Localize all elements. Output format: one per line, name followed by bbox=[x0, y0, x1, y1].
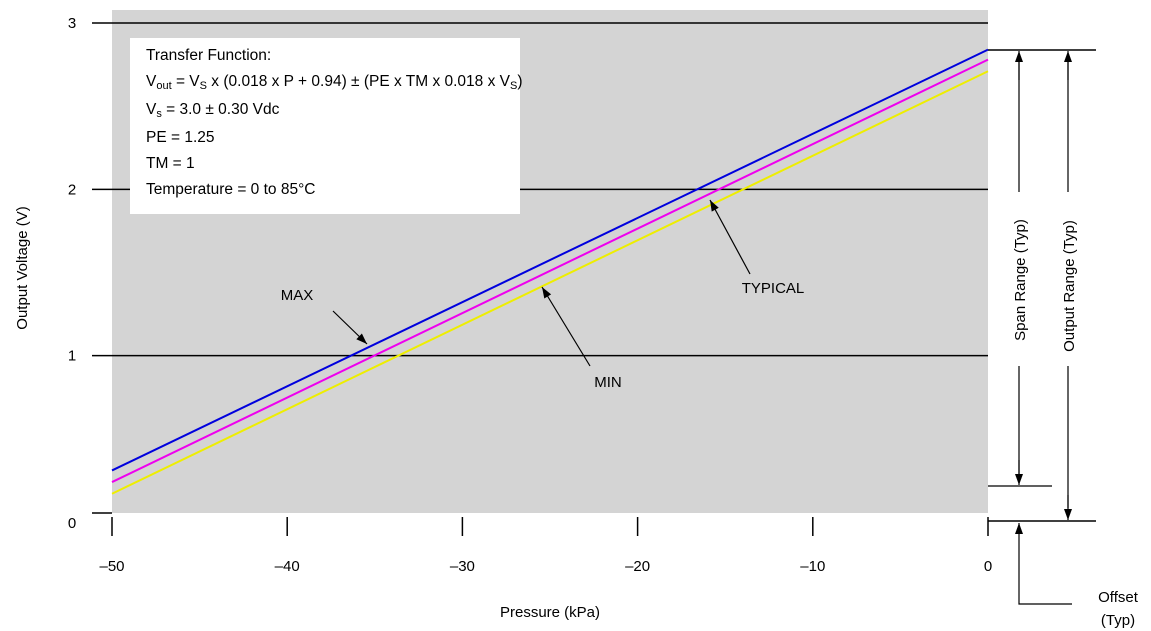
offset-label: Offset bbox=[1098, 589, 1139, 606]
y-tick-label: 0 bbox=[68, 515, 76, 532]
series-line-max bbox=[111, 48, 989, 472]
x-tick-label: –10 bbox=[800, 558, 825, 575]
span-range-top-arrow-head bbox=[1015, 51, 1023, 62]
typical-arrow-head bbox=[710, 200, 719, 212]
x-tick-label: –30 bbox=[450, 558, 475, 575]
x-tick-label: –40 bbox=[275, 558, 300, 575]
min-arrow-line bbox=[541, 286, 591, 367]
offset-arrow-head bbox=[1015, 523, 1023, 534]
typical-label: TYPICAL bbox=[742, 280, 805, 297]
supply-voltage-line: Vs = 3.0 ± 0.30 Vdc bbox=[146, 101, 280, 120]
transfer-function-title: Transfer Function: bbox=[146, 47, 272, 64]
output-range-top-arrow-head bbox=[1064, 51, 1072, 62]
output-range-bottom-arrow-head bbox=[1064, 509, 1072, 520]
typical-arrow-line bbox=[709, 199, 751, 275]
max-arrow-head bbox=[356, 333, 367, 344]
output-range-label: Output Range (Typ) bbox=[1061, 220, 1078, 352]
x-tick-label: –20 bbox=[625, 558, 650, 575]
temperature-line: Temperature = 0 to 85°C bbox=[146, 181, 316, 198]
y-tick-label: 3 bbox=[68, 15, 76, 32]
transfer-function-formula: Vout = VS x (0.018 x P + 0.94) ± (PE x T… bbox=[146, 73, 523, 92]
offset-typ-label: (Typ) bbox=[1101, 612, 1135, 629]
max-label: MAX bbox=[281, 287, 314, 304]
y-tick-label: 2 bbox=[68, 181, 76, 198]
x-tick-label: –50 bbox=[99, 558, 124, 575]
x-axis-title: Pressure (kPa) bbox=[500, 604, 600, 621]
span-range-bottom-arrow-head bbox=[1015, 474, 1023, 485]
span-range-label: Span Range (Typ) bbox=[1012, 219, 1029, 341]
transfer-function-box: Transfer Function: Vout = VS x (0.018 x … bbox=[130, 38, 523, 214]
series-line-min bbox=[111, 70, 989, 495]
offset-leader bbox=[1018, 560, 1072, 605]
min-label: MIN bbox=[594, 374, 622, 391]
tm-line: TM = 1 bbox=[146, 155, 195, 172]
pe-line: PE = 1.25 bbox=[146, 129, 215, 146]
min-arrow-head bbox=[542, 287, 552, 299]
y-axis-title: Output Voltage (V) bbox=[14, 206, 31, 329]
x-tick-label: 0 bbox=[984, 558, 992, 575]
y-tick-label: 1 bbox=[68, 348, 76, 365]
series-line-typical bbox=[111, 58, 989, 483]
